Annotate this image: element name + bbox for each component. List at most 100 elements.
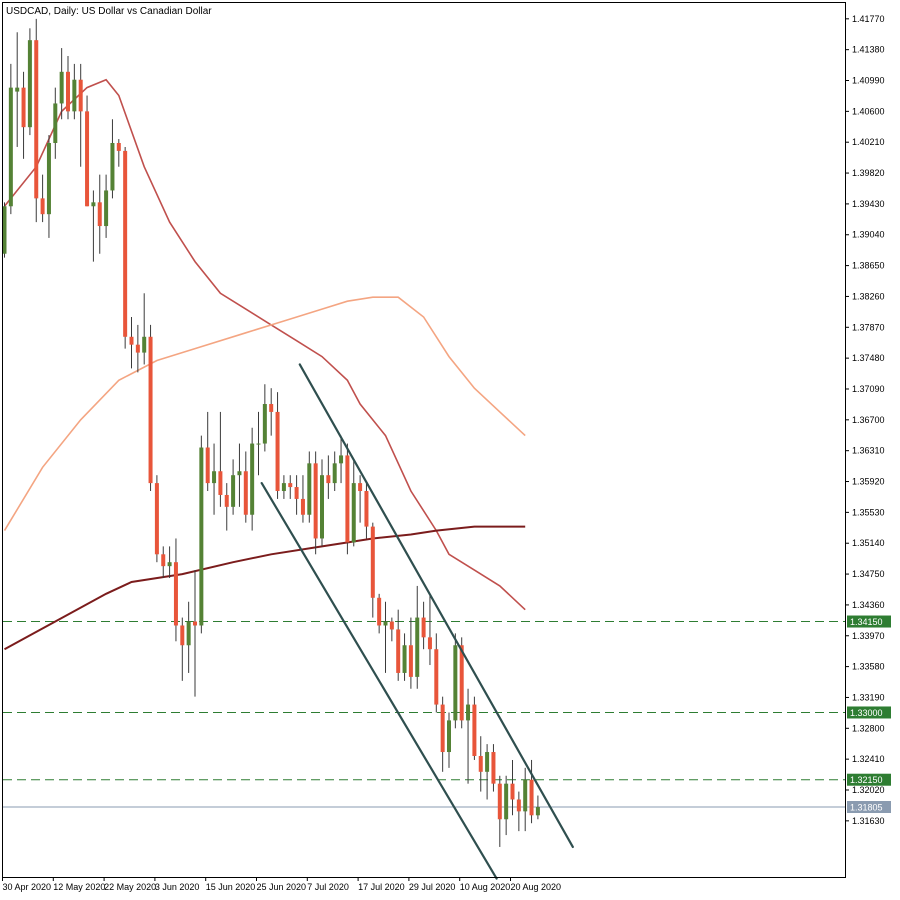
bullish-candle-body xyxy=(59,71,64,104)
price-tick-label: 1.39430 xyxy=(852,199,885,209)
bearish-candle-body xyxy=(97,202,102,227)
candle xyxy=(21,71,26,159)
price-tick-label: 1.41770 xyxy=(852,14,885,24)
bearish-candle-body xyxy=(135,344,140,353)
date-tick-label: 29 Jul 2020 xyxy=(409,882,456,892)
level-price-badge-background xyxy=(847,615,891,628)
candle xyxy=(142,293,147,365)
bearish-candle-body xyxy=(180,625,185,646)
candle xyxy=(85,95,90,207)
date-tick-label: 12 May 2020 xyxy=(53,882,105,892)
price-tick-label: 1.39820 xyxy=(852,168,885,178)
candle xyxy=(453,633,458,729)
bullish-candle-body xyxy=(485,752,490,772)
bearish-candle-body xyxy=(148,336,153,484)
candle xyxy=(351,459,356,547)
candle xyxy=(27,28,32,136)
candle xyxy=(307,451,312,523)
channel-line-1[interactable] xyxy=(260,482,498,880)
candle xyxy=(497,775,502,847)
candle xyxy=(231,459,236,515)
channel-line-0[interactable] xyxy=(298,363,574,849)
bullish-candle-body xyxy=(307,463,312,515)
date-tick-label: 17 Jul 2020 xyxy=(358,882,405,892)
candle xyxy=(300,475,305,523)
candle xyxy=(396,609,401,681)
bearish-candle-body xyxy=(154,483,159,555)
chart-title: USDCAD, Daily: US Dollar vs Canadian Dol… xyxy=(6,6,212,17)
bearish-candle-body xyxy=(205,447,210,484)
level-price-badge-text: 1.32150 xyxy=(850,775,883,785)
level-price-badge-background xyxy=(847,773,891,786)
candle xyxy=(516,791,521,832)
candle xyxy=(116,139,121,167)
date-tick-label: 22 May 2020 xyxy=(104,882,156,892)
current-price-badge-text: 1.31805 xyxy=(850,803,883,813)
candle xyxy=(256,411,261,476)
candle xyxy=(180,617,185,681)
bearish-candle-body xyxy=(358,483,363,492)
price-badges: 1.34150 1.33000 1.32150 1.31805 xyxy=(847,615,891,814)
bearish-candle-body xyxy=(326,475,331,484)
candle xyxy=(135,324,140,373)
price-tick-label: 1.35530 xyxy=(852,507,885,517)
bullish-candle-body xyxy=(27,40,32,128)
candle xyxy=(148,324,153,492)
bullish-candle-body xyxy=(250,443,255,515)
price-tick-label: 1.36700 xyxy=(852,415,885,425)
bearish-candle-body xyxy=(529,779,534,816)
candle xyxy=(154,475,159,563)
price-tick-label: 1.33190 xyxy=(852,692,885,702)
bearish-candle-body xyxy=(345,455,350,543)
bearish-candle-body xyxy=(491,752,496,784)
bearish-candle-body xyxy=(497,783,502,820)
candle xyxy=(529,759,534,824)
current-price-badge-background xyxy=(847,801,891,814)
candle xyxy=(40,174,45,223)
bearish-candle-body xyxy=(78,79,83,112)
candle xyxy=(370,522,375,618)
plot-frame xyxy=(2,2,846,878)
bullish-candle-body xyxy=(281,483,286,492)
bearish-candle-body xyxy=(294,487,299,499)
bullish-candle-body xyxy=(339,455,344,464)
bearish-candle-body xyxy=(434,649,439,705)
candle xyxy=(59,48,64,120)
candle xyxy=(332,451,337,492)
bearish-candle-body xyxy=(116,142,121,151)
bullish-candle-body xyxy=(523,779,528,812)
bearish-candle-body xyxy=(218,471,223,495)
candle xyxy=(205,411,210,492)
sma-slow-moving-average-line xyxy=(4,525,526,651)
candle xyxy=(129,317,134,369)
price-tick-label: 1.32800 xyxy=(852,723,885,733)
bearish-candle-body xyxy=(516,799,521,812)
price-tick-label: 1.39040 xyxy=(852,230,885,240)
candle xyxy=(243,451,248,523)
bearish-candle-body xyxy=(377,597,382,626)
sma-mid-moving-average-line xyxy=(3,296,526,532)
bullish-candle-body xyxy=(104,190,109,227)
price-tick-label: 1.37480 xyxy=(852,353,885,363)
candle xyxy=(447,712,451,768)
bullish-candle-body xyxy=(332,463,337,484)
bearish-candle-body xyxy=(275,411,280,492)
price-tick-label: 1.34750 xyxy=(852,569,885,579)
price-tick-label: 1.37090 xyxy=(852,384,885,394)
bearish-candle-body xyxy=(408,645,413,677)
bullish-candle-body xyxy=(466,704,471,721)
price-tick-label: 1.32020 xyxy=(852,785,885,795)
bullish-candle-body xyxy=(15,87,20,92)
candle xyxy=(167,546,172,579)
candle xyxy=(478,736,483,792)
candle xyxy=(66,55,70,120)
price-tick-label: 1.35920 xyxy=(852,477,885,487)
bearish-candle-body xyxy=(300,498,305,515)
price-tick-label: 1.33580 xyxy=(852,662,885,672)
candle xyxy=(358,475,363,523)
bearish-candle-body xyxy=(34,40,39,199)
bearish-candle-body xyxy=(161,554,166,567)
bullish-candle-body xyxy=(262,404,267,444)
